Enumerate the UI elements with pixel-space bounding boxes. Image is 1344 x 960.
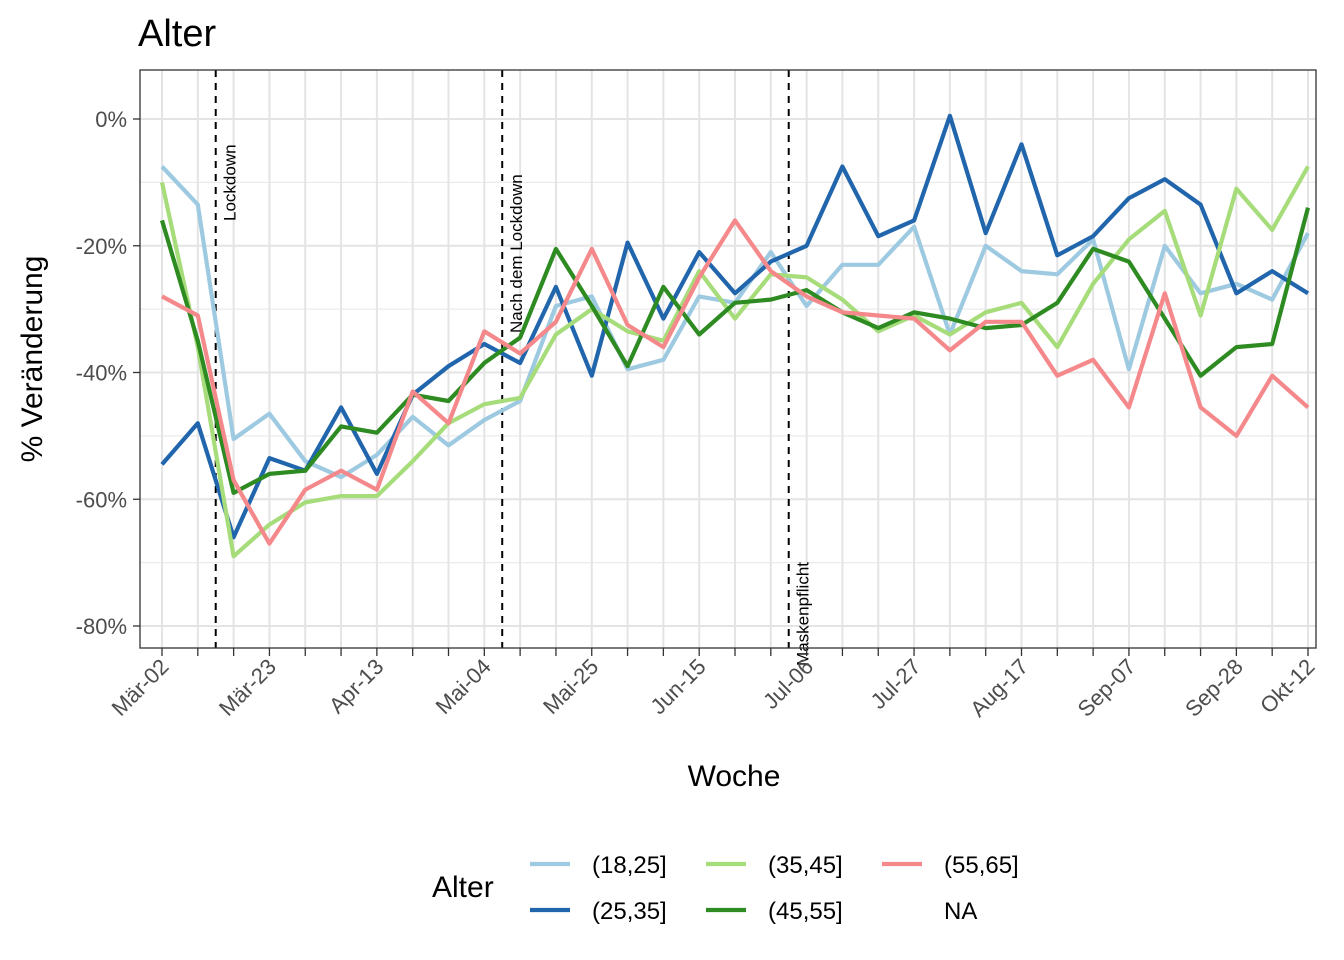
x-tick-label: Jul-06 (758, 654, 818, 714)
legend-label: (18,25] (592, 852, 667, 879)
series-lines (159, 113, 1311, 559)
x-axis: Mär-02 Mär-23 Apr-13 Mai-04 Mai-25 Jun-15 Jul-… (107, 648, 1320, 722)
legend-label: (25,35] (592, 898, 667, 925)
event-label: Lockdown (221, 144, 240, 221)
x-tick-label: Okt-12 (1255, 654, 1319, 718)
y-tick-label: -20% (76, 234, 127, 259)
event-label: Nach dem Lockdown (507, 174, 526, 333)
legend-label: (45,55] (768, 898, 843, 925)
y-axis-title: % Veränderung (16, 256, 49, 463)
x-tick-label: Sep-07 (1073, 654, 1141, 722)
series-line-(35,45] (159, 165, 1310, 559)
y-axis: 0% -20% -40% -60% -80% (76, 107, 140, 639)
x-tick-label: Mär-23 (214, 654, 281, 721)
chart-title: Alter (138, 13, 216, 55)
plot-panel-border (139, 69, 1317, 649)
x-tick-label: Mai-25 (538, 654, 603, 719)
y-tick-label: -80% (76, 614, 127, 639)
x-tick-label: Mai-04 (431, 654, 496, 719)
legend-label: (35,45] (768, 852, 843, 879)
y-tick-label: 0% (95, 107, 127, 132)
event-label: Maskenpflicht (794, 562, 813, 666)
x-tick-label: Jun-15 (645, 654, 710, 719)
x-axis-title: Woche (688, 760, 781, 793)
y-tick-label: -40% (76, 361, 127, 386)
legend-label: NA (944, 898, 977, 925)
legend: Alter (18,25] (25,35] (35,45] (45,55] (55,65… (432, 852, 1019, 925)
legend-title: Alter (432, 871, 494, 904)
series-line-(45,55] (159, 207, 1311, 495)
gridlines (140, 70, 1316, 648)
x-tick-label: Sep-28 (1180, 654, 1248, 722)
series-line-(55,65] (161, 218, 1310, 546)
legend-label: (55,65] (944, 852, 1019, 879)
x-tick-label: Apr-13 (324, 654, 388, 718)
event-lines: Lockdown Nach dem Lockdown Maskenpflicht (214, 70, 813, 666)
x-tick-label: Mär-02 (107, 654, 174, 721)
y-tick-label: -60% (76, 487, 127, 512)
x-tick-label: Aug-17 (965, 654, 1033, 722)
x-tick-label: Jul-27 (866, 654, 926, 714)
